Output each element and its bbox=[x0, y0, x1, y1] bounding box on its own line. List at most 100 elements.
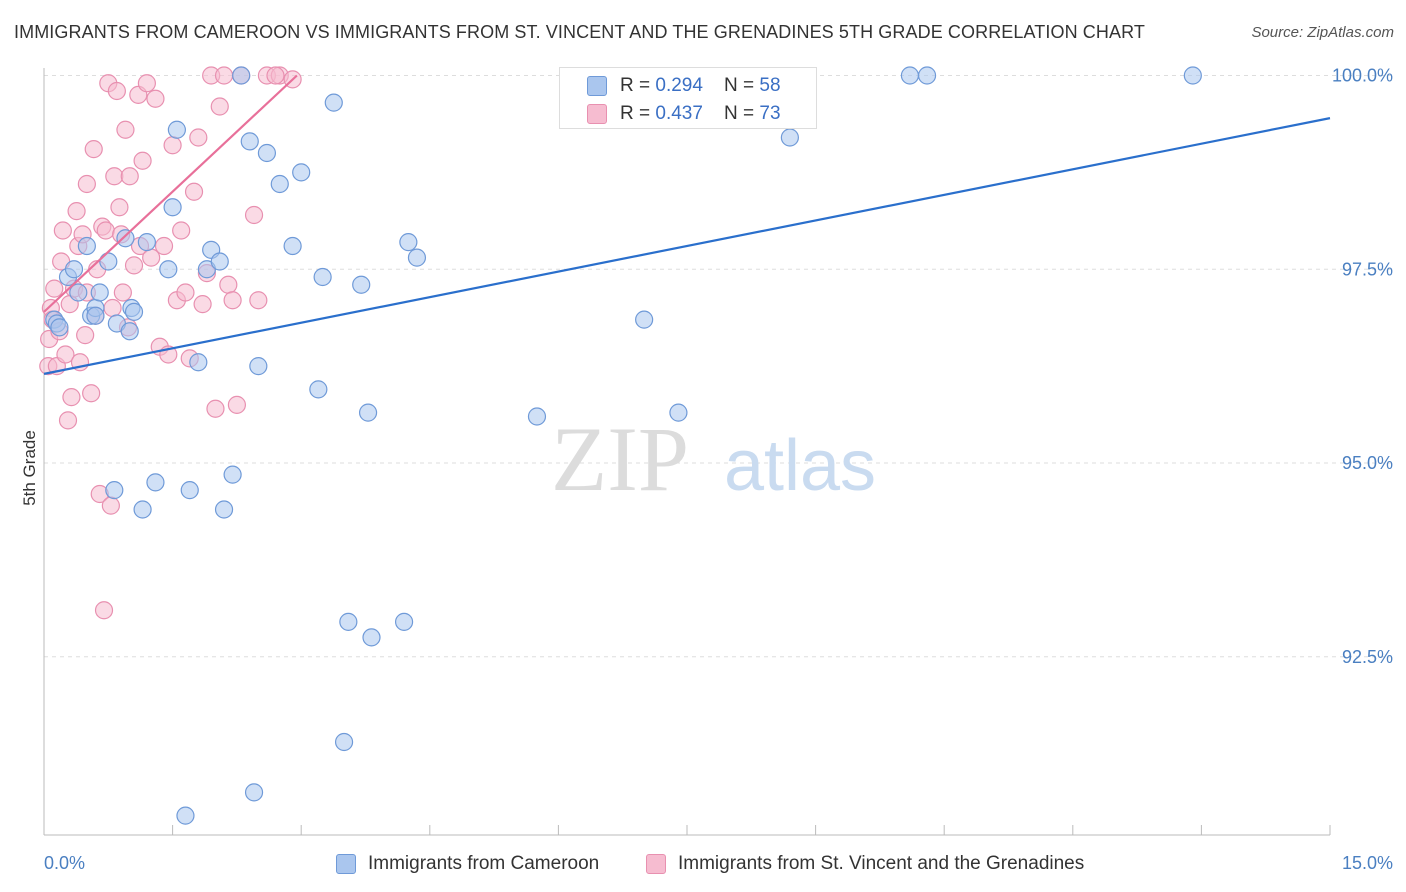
x-tick-label: 0.0% bbox=[44, 853, 85, 873]
cameroon-point bbox=[64, 260, 84, 279]
y-tick-label: 97.5% bbox=[1342, 259, 1393, 279]
st-vincent-point bbox=[77, 174, 96, 194]
cameroon-point bbox=[180, 481, 199, 500]
cameroon-point bbox=[313, 267, 332, 287]
st-vincent-point bbox=[172, 221, 191, 240]
cameroon-point bbox=[283, 236, 302, 256]
st-vincent-point bbox=[146, 89, 165, 108]
cameroon-point bbox=[339, 612, 358, 631]
legend-r-value-cameroon: 0.294 bbox=[655, 75, 703, 96]
cameroon-trend-line bbox=[43, 117, 1331, 375]
cameroon-point bbox=[90, 283, 109, 302]
cameroon-point bbox=[223, 465, 242, 484]
legend-n-label: N = bbox=[724, 75, 760, 96]
st-vincent-point bbox=[176, 283, 195, 302]
cameroon-point bbox=[394, 612, 414, 631]
cameroon-point bbox=[86, 306, 105, 325]
legend-r-label: R = bbox=[620, 75, 656, 96]
bottom-legend-st-vincent[interactable]: Immigrants from St. Vincent and the Gren… bbox=[646, 851, 1084, 877]
cameroon-point bbox=[1183, 66, 1202, 85]
cameroon-point bbox=[334, 732, 354, 752]
st-vincent-point bbox=[223, 291, 242, 310]
cameroon-point bbox=[124, 302, 144, 321]
watermark: ZIP atlas bbox=[551, 408, 876, 510]
st-vincent-point bbox=[96, 221, 115, 240]
st-vincent-point bbox=[244, 205, 264, 225]
cameroon-point bbox=[133, 500, 152, 519]
cameroon-point bbox=[292, 163, 311, 182]
legend-label-st-vincent: Immigrants from St. Vincent and the Gren… bbox=[678, 853, 1085, 874]
watermark-atlas: atlas bbox=[724, 426, 876, 506]
trend-lines bbox=[43, 74, 1331, 375]
cameroon-point bbox=[167, 120, 186, 139]
st-vincent-point bbox=[206, 399, 225, 418]
source-label: Source: ZipAtlas.com bbox=[1251, 24, 1394, 41]
cameroon-point bbox=[362, 628, 381, 647]
watermark-zip: ZIP bbox=[551, 408, 689, 510]
bottom-legend-cameroon[interactable]: Immigrants from Cameroon bbox=[336, 851, 599, 877]
cameroon-point bbox=[50, 318, 69, 337]
st-vincent-point bbox=[103, 298, 122, 318]
st-vincent-point bbox=[133, 151, 152, 170]
st-vincent-point bbox=[163, 136, 182, 155]
cameroon-point bbox=[69, 283, 88, 302]
st-vincent-point bbox=[210, 97, 229, 116]
st-vincent-point bbox=[116, 120, 135, 139]
st-vincent-point bbox=[266, 66, 285, 85]
legend-r-label: R = bbox=[620, 103, 656, 124]
st-vincent-point bbox=[56, 345, 75, 364]
cameroon-point bbox=[249, 357, 268, 376]
cameroon-point bbox=[146, 473, 165, 492]
st-vincent-point bbox=[107, 81, 126, 101]
legend-n-value-st-vincent: 73 bbox=[759, 103, 781, 124]
st-vincent-point bbox=[124, 256, 144, 275]
st-vincent-point bbox=[62, 388, 81, 407]
st-vincent-point bbox=[184, 182, 204, 201]
legend-swatch-st-vincent bbox=[646, 854, 666, 874]
cameroon-point bbox=[210, 252, 229, 271]
legend-n-label: N = bbox=[724, 103, 760, 124]
st-vincent-point bbox=[219, 275, 238, 294]
legend-swatch-cameroon bbox=[336, 854, 356, 874]
st-vincent-point bbox=[67, 202, 86, 221]
cameroon-point bbox=[159, 260, 178, 279]
cameroon-point bbox=[635, 310, 654, 329]
legend-row-cameroon: R = 0.294 N = 58 bbox=[587, 73, 781, 99]
cameroon-point bbox=[257, 143, 277, 163]
cameroon-point bbox=[189, 353, 208, 372]
cameroon-point bbox=[120, 322, 139, 341]
cameroon-point bbox=[176, 806, 195, 825]
cameroon-point bbox=[137, 233, 156, 252]
st-vincent-point bbox=[193, 295, 212, 314]
legend-label-cameroon: Immigrants from Cameroon bbox=[368, 853, 600, 874]
st-vincent-point bbox=[101, 496, 120, 515]
cameroon-point bbox=[358, 403, 378, 422]
cameroon-point bbox=[214, 500, 234, 519]
cameroon-point bbox=[917, 66, 937, 85]
axes bbox=[43, 68, 1331, 836]
cameroon-point bbox=[163, 198, 182, 217]
correlation-legend: R = 0.294 N = 58 R = 0.437 N = 73 bbox=[559, 67, 817, 129]
legend-swatch-cameroon bbox=[587, 76, 607, 96]
series-cameroon-points bbox=[45, 66, 1202, 825]
cameroon-point bbox=[270, 174, 289, 194]
cameroon-point bbox=[900, 66, 920, 85]
st-vincent-point bbox=[137, 74, 156, 93]
st-vincent-point bbox=[84, 140, 103, 159]
cameroon-point bbox=[105, 481, 124, 500]
cameroon-point bbox=[324, 93, 343, 112]
cameroon-point bbox=[669, 403, 688, 422]
cameroon-point bbox=[309, 380, 328, 399]
x-tick-label: 15.0% bbox=[1342, 853, 1393, 873]
st-vincent-point bbox=[53, 221, 72, 240]
st-vincent-point bbox=[154, 236, 174, 256]
y-tick-label: 95.0% bbox=[1342, 453, 1393, 473]
cameroon-point bbox=[99, 252, 118, 271]
cameroon-point bbox=[780, 128, 799, 147]
st-vincent-point bbox=[45, 279, 64, 298]
st-vincent-point bbox=[76, 326, 95, 345]
tick-labels: 92.5% 95.0% 97.5% 100.0% 0.0% 15.0% bbox=[44, 66, 1393, 874]
chart-title: IMMIGRANTS FROM CAMEROON VS IMMIGRANTS F… bbox=[14, 22, 1145, 42]
cameroon-point bbox=[244, 783, 264, 802]
